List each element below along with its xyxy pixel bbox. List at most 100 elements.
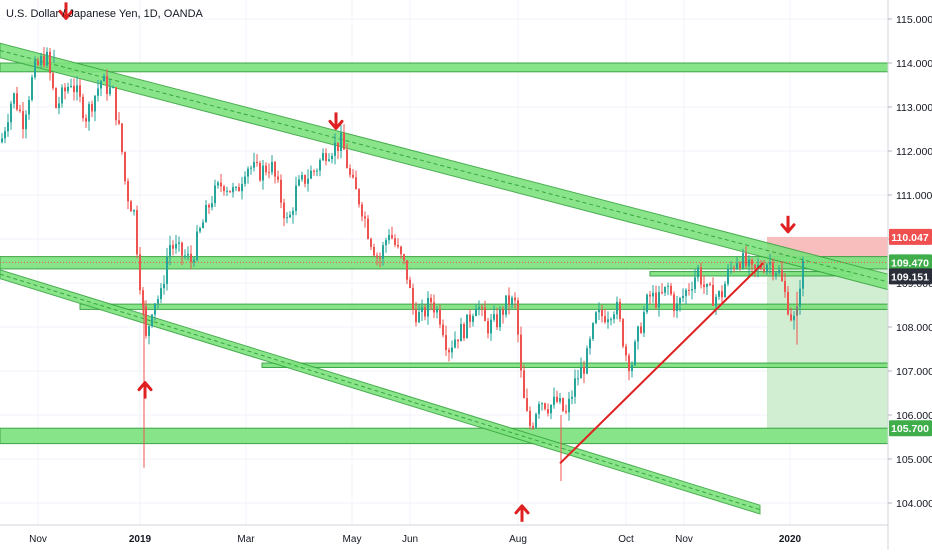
candle-body xyxy=(418,312,420,323)
candle-body xyxy=(94,95,96,112)
candle-body xyxy=(691,289,693,291)
candle-body xyxy=(313,170,315,172)
candle-body xyxy=(46,51,48,66)
candle-body xyxy=(118,120,120,124)
candle-body xyxy=(121,123,123,152)
candle-body xyxy=(319,160,321,171)
candle-body xyxy=(79,85,81,97)
candle-body xyxy=(535,414,537,428)
candle-body xyxy=(559,398,561,402)
arrow-down-2 xyxy=(780,215,796,234)
candle-body xyxy=(241,183,243,192)
candle-body xyxy=(43,56,45,66)
arrow-down-1 xyxy=(328,112,344,130)
candle-body xyxy=(259,162,261,181)
candle-body xyxy=(655,292,657,308)
candle-body xyxy=(376,255,378,258)
candle-body xyxy=(142,290,144,307)
x-tick-label: Mar xyxy=(237,534,255,545)
candle-body xyxy=(463,324,465,339)
candle-body xyxy=(223,186,225,192)
candle-body xyxy=(25,114,27,130)
candle-body xyxy=(31,77,33,100)
candle-body xyxy=(697,267,699,278)
candle-body xyxy=(382,245,384,259)
candle-body xyxy=(766,264,768,272)
candle-body xyxy=(52,73,54,89)
candle-body xyxy=(277,176,279,180)
candle-body xyxy=(202,222,204,229)
candle-body xyxy=(64,87,66,92)
candle-body xyxy=(139,254,141,291)
candle-body xyxy=(487,321,489,334)
candle-body xyxy=(256,161,258,163)
candle-body xyxy=(601,310,603,317)
candle-body xyxy=(745,252,747,266)
candle-body xyxy=(586,348,588,374)
candle-body xyxy=(250,167,252,169)
candle-body xyxy=(619,301,621,320)
x-tick-label: May xyxy=(343,534,362,545)
candle-body xyxy=(235,187,237,189)
candle-body xyxy=(700,267,702,285)
y-tick-label: 115.000 xyxy=(896,14,932,26)
sr-zone-3 xyxy=(261,362,889,368)
candle-body xyxy=(13,93,15,104)
candle-body xyxy=(661,292,663,294)
candle-body xyxy=(520,334,522,371)
candle-body xyxy=(664,286,666,293)
candle-body xyxy=(454,339,456,348)
candle-body xyxy=(652,292,654,297)
candle-body xyxy=(85,118,87,122)
candle-body xyxy=(679,298,681,304)
candle-body xyxy=(742,252,744,269)
candle-body xyxy=(262,165,264,181)
arrow-head xyxy=(514,504,530,515)
candle-body xyxy=(208,204,210,208)
candle-body xyxy=(157,299,159,304)
candle-body xyxy=(604,316,606,323)
candle-body xyxy=(40,56,42,66)
candle-body xyxy=(190,253,192,263)
candle-body xyxy=(19,109,21,112)
candle-body xyxy=(346,149,348,168)
candle-body xyxy=(361,204,363,217)
candle-body xyxy=(343,132,345,150)
candle-body xyxy=(280,179,282,203)
candle-body xyxy=(409,279,411,288)
candle-body xyxy=(427,297,429,317)
candle-body xyxy=(178,242,180,244)
candle-body xyxy=(274,161,276,177)
candle-body xyxy=(298,179,300,186)
candle-body xyxy=(283,202,285,219)
candle-body xyxy=(781,270,783,282)
candle-body xyxy=(331,155,333,160)
candle-body xyxy=(598,310,600,313)
candle-body xyxy=(595,312,597,324)
candle-body xyxy=(493,314,495,320)
candle-body xyxy=(511,297,513,305)
candle-body xyxy=(388,235,390,241)
candle-body xyxy=(100,81,102,89)
candle-body xyxy=(517,300,519,335)
candle-body xyxy=(760,265,762,269)
candle-body xyxy=(607,319,609,323)
price-tag-bg xyxy=(889,268,932,285)
candle-body xyxy=(658,292,660,308)
sr-zone-0 xyxy=(0,62,889,73)
candle-body xyxy=(436,309,438,313)
candle-body xyxy=(688,289,690,291)
candle-body xyxy=(505,295,507,315)
candle-body xyxy=(325,153,327,161)
candle-body xyxy=(304,174,306,184)
candle-body xyxy=(577,378,579,380)
candle-body xyxy=(226,190,228,192)
candle-body xyxy=(547,409,549,414)
candle-body xyxy=(703,284,705,287)
candle-body xyxy=(478,307,480,309)
candle-body xyxy=(58,103,60,108)
candle-body xyxy=(751,259,753,265)
candle-body xyxy=(286,217,288,219)
